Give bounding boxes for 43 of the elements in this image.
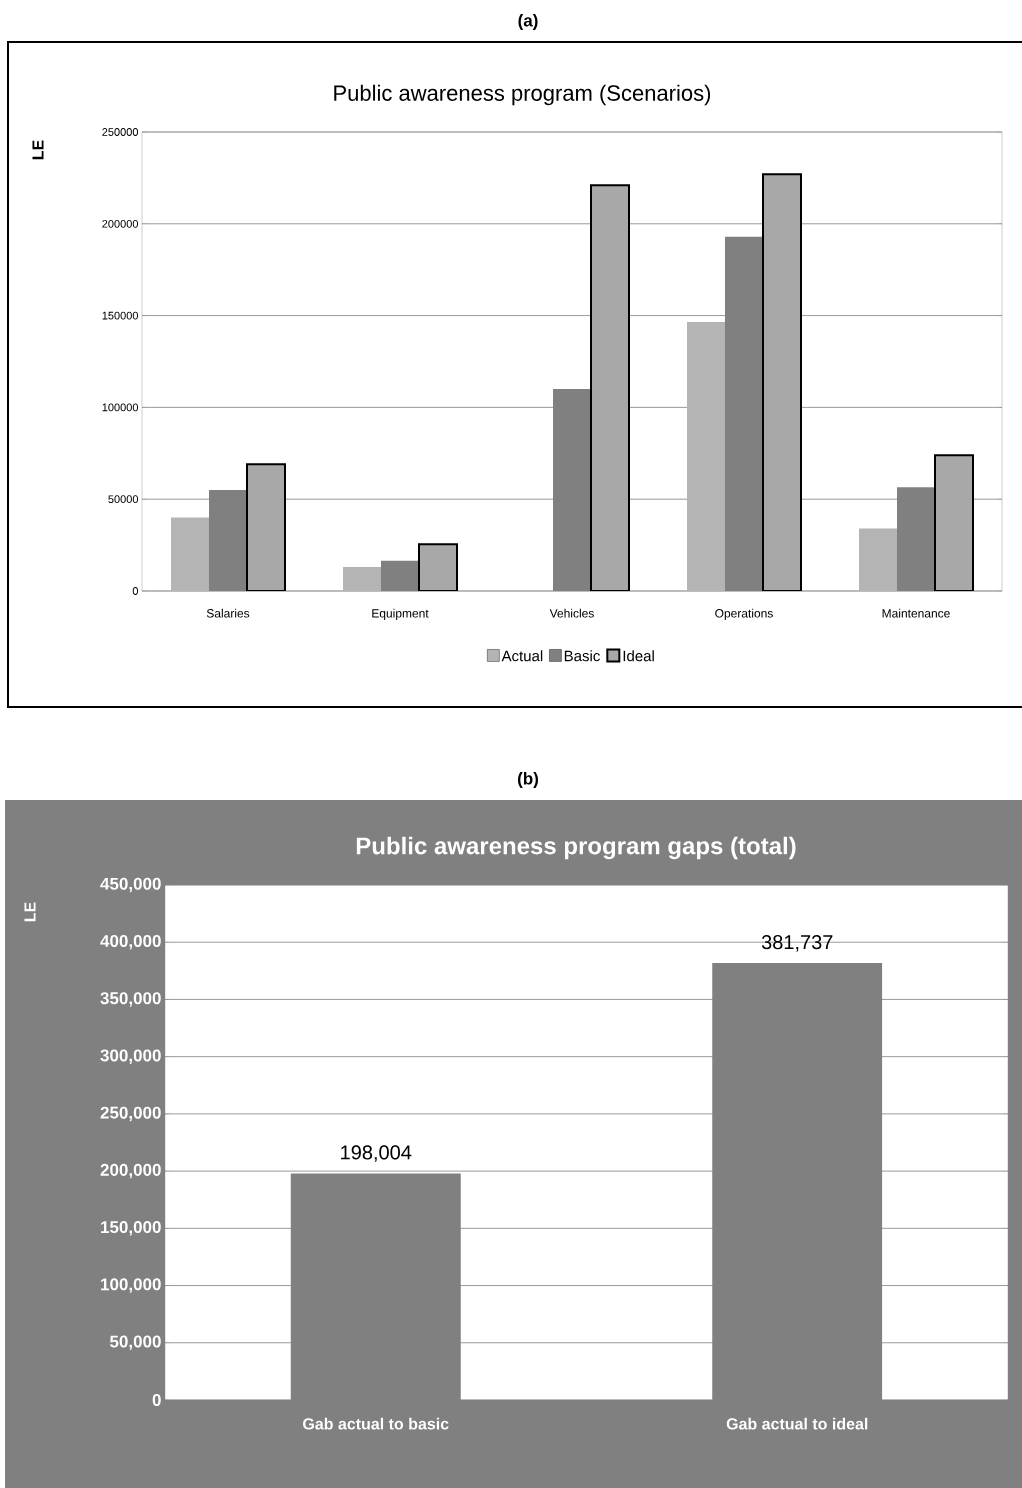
y-tick-label: 0	[132, 587, 139, 595]
y-tick-label: 0	[152, 1393, 161, 1407]
x-tick-label: Maintenance	[882, 608, 950, 618]
y-tick-label: 50000	[108, 495, 139, 504]
data-label: 198,004	[341, 1145, 412, 1162]
y-axis-title: LE	[24, 902, 36, 922]
legend-label: Ideal	[623, 650, 654, 662]
bar	[761, 173, 802, 591]
x-tick-label: Equipment	[372, 608, 429, 620]
legend-label: Basic	[564, 650, 600, 662]
bar	[686, 322, 725, 591]
text: (b)	[517, 772, 539, 788]
text: (a)	[518, 14, 538, 30]
bar	[171, 517, 209, 591]
x-tick-label: Salaries	[206, 608, 250, 618]
chart-title: Public awareness program gaps (total)	[356, 836, 796, 860]
y-tick-label: 100,000	[101, 1278, 161, 1293]
bar	[858, 528, 897, 591]
y-tick-label: 250000	[102, 128, 139, 136]
y-tick-label: 150,000	[101, 1221, 161, 1236]
chart-title: Public awareness program (Scenarios)	[334, 84, 711, 106]
bar	[590, 184, 630, 591]
y-tick-label: 300,000	[100, 1049, 161, 1064]
y-tick-label: 200,000	[100, 1163, 161, 1179]
bar	[343, 567, 381, 591]
x-tick-label: Gab actual to basic	[303, 1417, 449, 1430]
y-tick-label: 100000	[102, 403, 139, 412]
y-tick-label: 450,000	[100, 877, 161, 893]
bar	[418, 543, 458, 591]
x-tick-label: Vehicles	[549, 608, 594, 618]
y-tick-label: 50,000	[109, 1335, 161, 1351]
y-tick-label: 250,000	[100, 1106, 161, 1122]
y-tick-label: 350,000	[100, 992, 161, 1007]
y-tick-label: 400,000	[100, 934, 161, 950]
data-label: 381,737	[761, 935, 833, 952]
x-tick-label: Gab actual to ideal	[726, 1417, 868, 1430]
legend-label: Actual	[501, 650, 543, 662]
y-axis-title: LE	[32, 140, 44, 160]
y-tick-label: 150000	[102, 311, 139, 320]
bar	[246, 463, 286, 591]
y-tick-label: 200000	[102, 219, 139, 228]
bar	[933, 454, 974, 591]
x-tick-label: Operations	[715, 608, 773, 620]
